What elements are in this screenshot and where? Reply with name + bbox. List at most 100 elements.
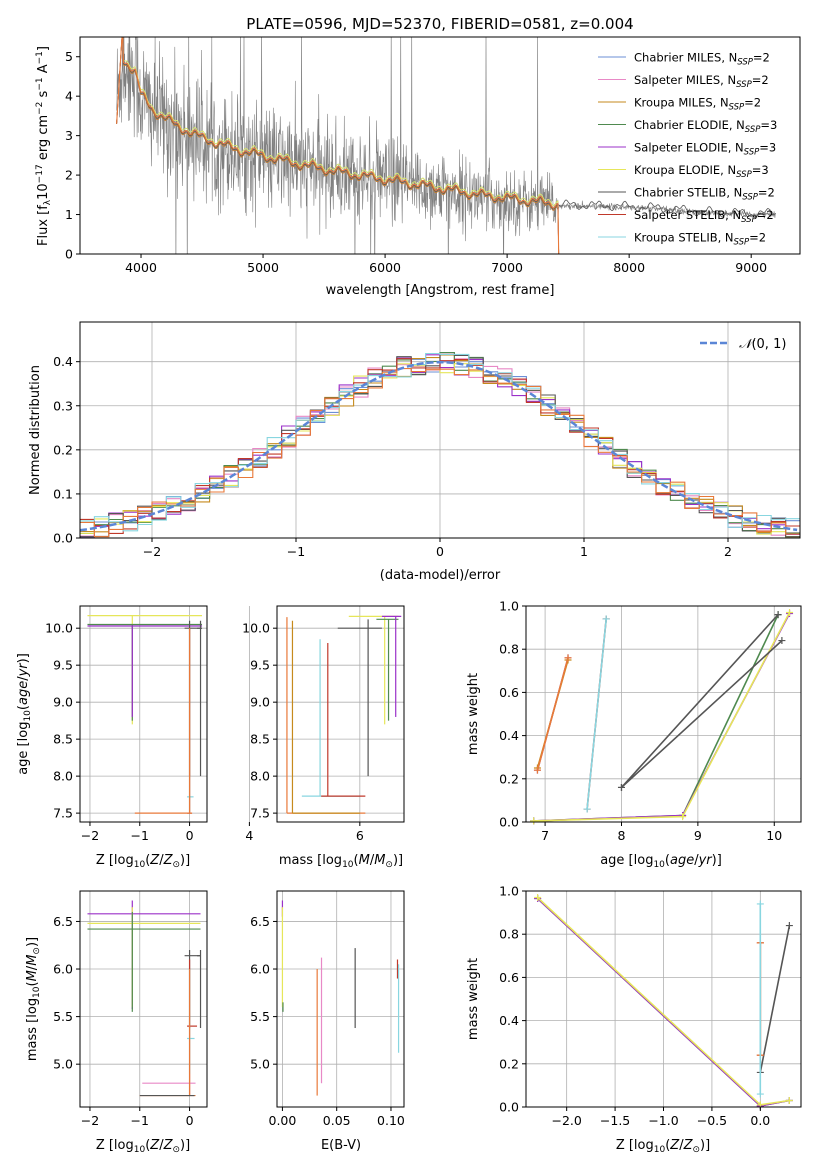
residual-x-tick-label: 2 (724, 544, 732, 559)
mass-vs-z-panel: −2 −1 0 5.0 5.5 6.0 6.5 Z [log10(Z/Z⊙)] mass … (25, 890, 208, 1155)
weight-vs-age-y-tick-label: 0.4 (499, 728, 519, 743)
mass-vs-z-x-tick-label: −1 (131, 1113, 149, 1128)
spectrum-legend-label: Chabrier ELODIE, NSSP=3 (634, 118, 777, 135)
mass-vs-z-x-ticks: −2 −1 0 (81, 1107, 194, 1128)
spectrum-legend-label: Kroupa ELODIE, NSSP=3 (634, 163, 769, 180)
spectrum-y-tick-label: 5 (65, 49, 73, 64)
weight-vs-age-x-tick-label: 9 (694, 828, 702, 843)
spectrum-legend-label: Kroupa MILES, NSSP=2 (634, 96, 761, 113)
spectrum-y-tick-label: 2 (65, 168, 73, 183)
residual-panel: −2 −1 0 1 2 0.0 0.1 0.2 0.3 0.4 (data-model)/err… (28, 321, 801, 583)
residual-x-tick-label: −2 (143, 544, 161, 559)
weight-vs-age-y-ticks: 0.0 0.2 0.4 0.6 0.8 1.0 (499, 599, 526, 830)
spectrum-x-tick-label: 5000 (247, 260, 279, 275)
spectrum-x-tick-label: 8000 (613, 260, 645, 275)
weight-vs-age-axes-frame (525, 605, 802, 823)
age-vs-mass-y-tick-label: 8.5 (250, 732, 270, 747)
weight-vs-age-point (778, 637, 786, 645)
spectrum-legend-label: Salpeter MILES, NSSP=2 (634, 73, 769, 90)
weight-vs-z-y-label: mass weight (466, 958, 481, 1040)
residual-x-tick-label: 0 (436, 544, 444, 559)
mass-vs-ebv-x-tick-label: 0.10 (377, 1113, 405, 1128)
weight-vs-age-line (536, 657, 569, 771)
weight-vs-z-x-tick-label: 0.0 (750, 1113, 770, 1128)
mass-vs-z-x-label: Z [log10(Z/Z⊙)] (96, 1138, 190, 1155)
age-vs-mass-y-tick-label: 9.5 (250, 658, 270, 673)
spectrum-model-line (116, 37, 560, 254)
spectrum-axes-frame (79, 36, 801, 255)
age-vs-z-y-tick-label: 9.5 (53, 658, 73, 673)
residual-y-label: Normed distribution (28, 365, 43, 495)
mass-vs-ebv-y-tick-label: 6.0 (250, 962, 270, 977)
spectrum-legend-label: Chabrier MILES, NSSP=2 (634, 51, 770, 68)
weight-vs-z-y-tick-label: 0.8 (499, 927, 519, 942)
mass-vs-ebv-y-ticks: 5.0 5.5 6.0 6.5 (250, 914, 277, 1072)
mass-vs-ebv-y-tick-label: 5.5 (250, 1009, 270, 1024)
mass-vs-ebv-x-tick-label: 0.00 (269, 1113, 297, 1128)
weight-vs-age-y-tick-label: 0.8 (499, 642, 519, 657)
weight-vs-z-point (534, 893, 542, 901)
residual-y-tick-label: 0.2 (53, 442, 73, 457)
spectrum-legend-label: Salpeter STELIB, NSSP=2 (634, 208, 774, 225)
weight-vs-age-plot-area (530, 608, 794, 825)
weight-vs-z-x-tick-label: −1.0 (648, 1113, 678, 1128)
residual-x-tick-label: 1 (580, 544, 588, 559)
mass-vs-ebv-y-tick-label: 5.0 (250, 1057, 270, 1072)
age-vs-mass-y-tick-label: 7.5 (250, 806, 270, 821)
weight-vs-z-x-ticks: −2.0 −1.5 −1.0 −0.5 0.0 (551, 1107, 770, 1128)
mass-vs-z-axes-frame (79, 890, 208, 1108)
weight-vs-age-point (679, 813, 687, 821)
age-vs-z-y-tick-label: 10.0 (45, 621, 73, 636)
mass-vs-ebv-x-tick-label: 0.05 (323, 1113, 351, 1128)
weight-vs-z-y-ticks: 0.0 0.2 0.4 0.6 0.8 1.0 (499, 884, 526, 1115)
age-vs-z-plot-area (87, 615, 203, 814)
weight-vs-age-x-ticks: 7 8 9 10 (541, 822, 782, 843)
mass-vs-z-y-ticks: 5.0 5.5 6.0 6.5 (53, 914, 80, 1072)
mass-vs-ebv-y-tick-label: 6.5 (250, 914, 270, 929)
weight-vs-z-point (785, 922, 793, 930)
residual-y-tick-label: 0.0 (53, 531, 73, 546)
weight-vs-age-y-tick-label: 0.6 (499, 685, 519, 700)
residual-histogram-kroupa_stelib (80, 352, 800, 532)
weight-vs-z-panel: −2.0 −1.5 −1.0 −0.5 0.0 0.0 0.2 0.4 0.6 0.8 1.0 Z… (466, 884, 802, 1155)
residual-legend-label: 𝒩(0, 1) (739, 337, 786, 352)
spectrum-y-tick-label: 1 (65, 207, 73, 222)
mass-vs-ebv-panel: 0.00 0.05 0.10 5.0 5.5 6.0 6.5 E(B-V) (250, 890, 405, 1153)
age-vs-mass-y-tick-label: 8.0 (250, 769, 270, 784)
weight-vs-z-point (756, 1090, 764, 1098)
weight-vs-z-y-tick-label: 0.2 (499, 1056, 519, 1071)
spectrum-x-tick-label: 9000 (735, 260, 767, 275)
mass-vs-z-y-tick-label: 5.0 (53, 1057, 73, 1072)
spectrum-x-tick-label: 4000 (125, 260, 157, 275)
age-vs-z-x-tick-label: −1 (131, 828, 149, 843)
residual-y-tick-label: 0.4 (53, 354, 73, 369)
spectrum-y-tick-label: 4 (65, 89, 73, 104)
spectrum-x-ticks: 4000 5000 6000 7000 8000 9000 (125, 254, 767, 275)
weight-vs-age-point (786, 608, 794, 616)
mass-vs-ebv-axes-frame (276, 890, 405, 1108)
weight-vs-age-y-tick-label: 1.0 (499, 599, 519, 614)
weight-vs-age-point (583, 805, 591, 813)
spectrum-legend-label: Kroupa STELIB, NSSP=2 (634, 231, 766, 248)
mass-vs-z-plot-area (87, 900, 202, 1097)
age-vs-z-x-tick-label: 0 (186, 828, 194, 843)
weight-vs-z-y-tick-label: 0.0 (499, 1100, 519, 1115)
mass-vs-ebv-plot-area (281, 900, 400, 1096)
residual-plot-area (79, 352, 800, 538)
weight-vs-age-extra-point (617, 783, 625, 791)
age-vs-z-x-label: Z [log10(Z/Z⊙)] (96, 853, 190, 870)
spectrum-y-tick-label: 0 (65, 247, 73, 262)
weight-vs-z-y-tick-label: 0.6 (499, 970, 519, 985)
spectrum-y-label: Flux [fλ10−17 erg cm−2 s−1 A−1] (35, 46, 53, 246)
age-vs-mass-y-tick-label: 9.0 (250, 695, 270, 710)
weight-vs-age-y-label: mass weight (466, 673, 481, 755)
weight-vs-age-panel: 7 8 9 10 0.0 0.2 0.4 0.6 0.8 1.0 age [log10(age/… (466, 599, 802, 870)
spectrum-legend-label: Chabrier STELIB, NSSP=2 (634, 186, 775, 203)
weight-vs-age-point (533, 766, 541, 774)
weight-vs-z-plot-area (534, 893, 793, 1110)
weight-vs-age-extra-point (774, 611, 782, 619)
weight-vs-z-point (756, 900, 764, 908)
age-vs-z-y-tick-label: 9.0 (53, 695, 73, 710)
weight-vs-z-point (785, 1097, 793, 1105)
